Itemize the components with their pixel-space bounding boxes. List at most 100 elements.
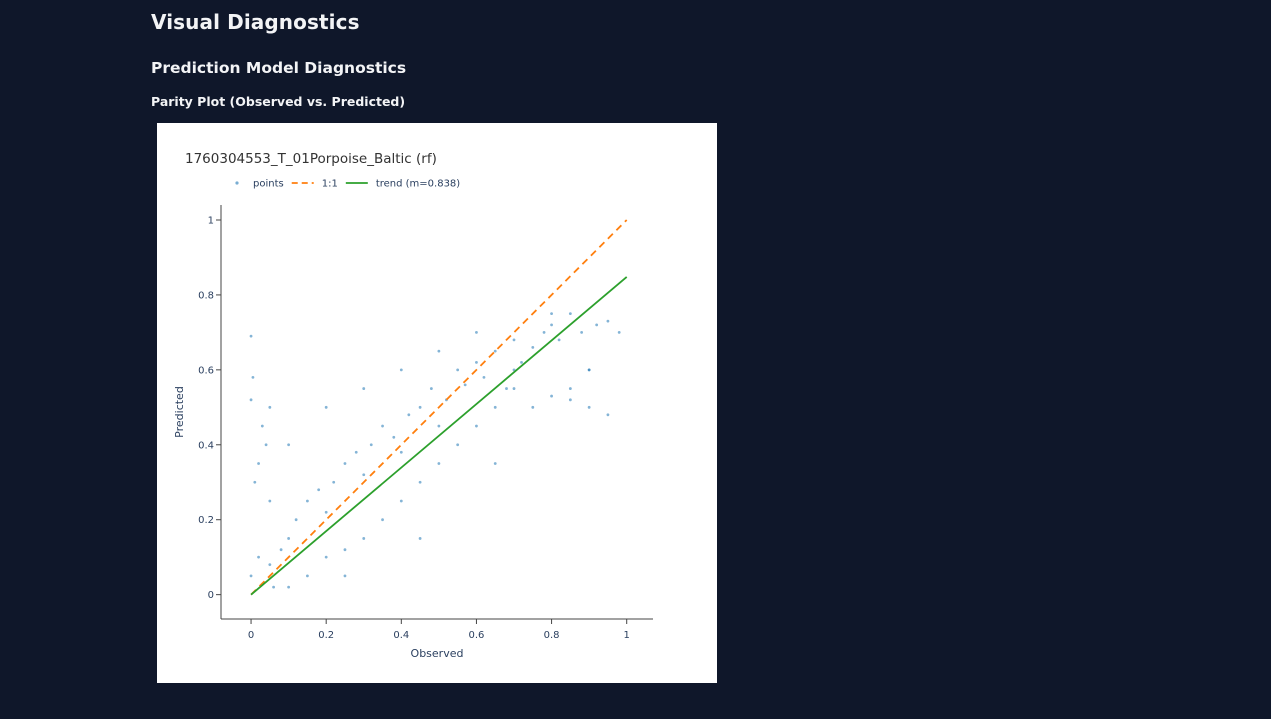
parity-plot-chart[interactable]: 1760304553_T_01Porpoise_Baltic (rf) poin… <box>157 123 717 683</box>
scatter-point <box>568 398 572 402</box>
scatter-point <box>482 375 486 379</box>
scatter-point <box>512 387 516 390</box>
scatter-point <box>264 443 268 447</box>
legend-item[interactable]: points <box>235 179 284 190</box>
y-axis-label: Predicted <box>173 386 186 438</box>
scatter-point <box>399 499 403 503</box>
scatter-point <box>512 338 516 342</box>
scatter-point <box>437 349 441 353</box>
scatter-point <box>324 555 328 559</box>
scatter-point <box>381 424 384 428</box>
scatter-point <box>493 349 497 353</box>
scatter-point <box>429 387 433 390</box>
x-axis-label: Observed <box>411 647 464 660</box>
scatter-point <box>272 585 275 589</box>
scatter-point <box>249 334 253 338</box>
y-tick-label: 0.2 <box>198 515 214 526</box>
y-tick-label: 1 <box>208 215 214 226</box>
parity-plot-svg[interactable]: 1760304553_T_01Porpoise_Baltic (rf) poin… <box>157 123 717 683</box>
chart-axes: 0 0.2 0.4 0.6 0.8 1 0 0.2 0.4 0.6 0.8 1 <box>198 205 653 641</box>
scatter-point <box>606 413 610 417</box>
scatter-point <box>475 360 478 364</box>
legend-label: 1:1 <box>322 179 338 190</box>
scatter-point <box>587 368 591 372</box>
legend-marker <box>235 181 239 185</box>
scatter-point <box>531 405 535 409</box>
x-tick-label: 1 <box>624 630 630 641</box>
scatter-point <box>332 480 336 484</box>
scatter-point <box>257 555 260 559</box>
scatter-point <box>279 548 283 552</box>
scatter-point <box>294 518 298 522</box>
y-tick-label: 0.8 <box>198 290 214 301</box>
scatter-point <box>531 345 535 349</box>
scatter-point <box>317 488 321 492</box>
scatter-point <box>568 387 572 390</box>
scatter-point <box>257 462 260 465</box>
scatter-point <box>354 450 358 454</box>
scatter-point <box>287 537 291 540</box>
y-tick-label: 0.4 <box>198 440 214 451</box>
scatter-point <box>595 323 599 327</box>
trend-line <box>250 276 628 596</box>
scatter-point <box>260 424 264 428</box>
scatter-point <box>287 585 291 589</box>
x-tick-label: 0 <box>248 630 254 641</box>
scatter-point <box>542 330 546 334</box>
scatter-point <box>343 462 347 465</box>
scatter-point <box>268 563 272 567</box>
x-tick-label: 0.8 <box>544 630 560 641</box>
scatter-point <box>399 450 403 454</box>
scatter-point <box>475 424 478 428</box>
scatter-point <box>437 462 441 465</box>
scatter-point <box>249 574 253 578</box>
scatter-point <box>324 405 328 409</box>
scatter-point <box>617 330 621 334</box>
scatter-point <box>505 387 508 390</box>
trend-lines-layer <box>250 219 628 596</box>
scatter-point <box>251 375 255 379</box>
x-tick-label: 0.4 <box>393 630 409 641</box>
chart-section-label: Parity Plot (Observed vs. Predicted) <box>151 94 406 109</box>
scatter-point <box>437 424 441 428</box>
scatter-point <box>381 518 384 522</box>
scatter-point <box>343 574 347 578</box>
scatter-point <box>249 398 253 402</box>
identity-line <box>250 219 628 596</box>
scatter-point <box>606 319 610 323</box>
chart-legend[interactable]: points 1:1 trend (m=0.838) <box>235 179 460 190</box>
scatter-point <box>550 312 553 316</box>
y-tick-label: 0.6 <box>198 365 214 376</box>
x-tick-label: 0.2 <box>318 630 334 641</box>
scatter-point <box>418 537 422 540</box>
scatter-point <box>399 368 403 372</box>
scatter-point <box>362 387 366 390</box>
scatter-point <box>587 405 591 409</box>
scatter-point <box>418 480 422 484</box>
scatter-point <box>407 413 411 417</box>
chart-title: 1760304553_T_01Porpoise_Baltic (rf) <box>185 151 437 167</box>
scatter-point <box>456 443 460 447</box>
scatter-point <box>557 338 561 342</box>
scatter-point <box>456 368 460 372</box>
scatter-point <box>418 405 422 409</box>
scatter-point <box>362 537 366 540</box>
scatter-point <box>520 360 523 364</box>
scatter-point <box>493 462 497 465</box>
scatter-point <box>343 548 347 552</box>
y-tick-label: 0 <box>208 590 214 601</box>
legend-item[interactable]: 1:1 <box>291 179 338 190</box>
scatter-point <box>550 323 553 327</box>
scatter-point <box>253 480 257 484</box>
scatter-point <box>268 499 272 503</box>
scatter-point <box>475 330 478 334</box>
section-title: Prediction Model Diagnostics <box>151 59 407 77</box>
scatter-point <box>287 443 291 447</box>
scatter-point <box>493 405 497 409</box>
scatter-point <box>324 510 328 514</box>
legend-item[interactable]: trend (m=0.838) <box>345 179 460 190</box>
x-tick-label: 0.6 <box>468 630 484 641</box>
legend-label: trend (m=0.838) <box>376 179 460 190</box>
page-title: Visual Diagnostics <box>151 10 360 34</box>
